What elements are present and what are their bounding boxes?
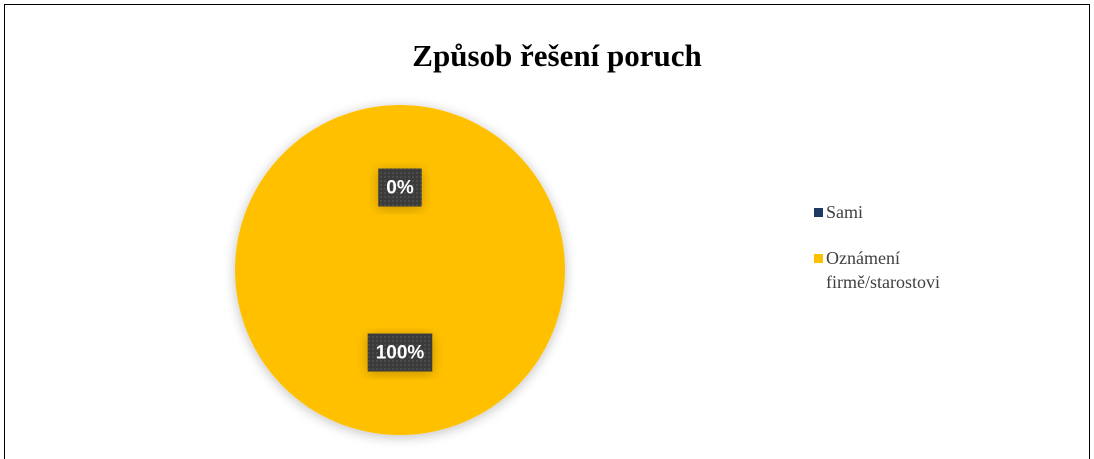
data-labels: 0% 100% xyxy=(367,168,433,372)
data-label: 0% xyxy=(386,178,414,199)
chart-border xyxy=(4,4,1090,459)
data-label-box xyxy=(367,333,433,372)
legend-label: Oznámení firmě/starostovi xyxy=(826,248,940,292)
data-label-box xyxy=(378,168,422,207)
legend-swatch xyxy=(814,208,823,217)
legend-item: Oznámení firmě/starostovi xyxy=(814,246,984,294)
legend-item: Sami xyxy=(814,200,984,224)
pie xyxy=(235,105,565,435)
legend-swatch xyxy=(814,254,823,263)
legend-label: Sami xyxy=(826,202,864,222)
chart-title: Způsob řešení poruch xyxy=(412,38,701,73)
data-label: 100% xyxy=(376,343,425,364)
legend: Sami Oznámení firmě/starostovi xyxy=(814,200,984,316)
pie-slice xyxy=(235,105,565,435)
